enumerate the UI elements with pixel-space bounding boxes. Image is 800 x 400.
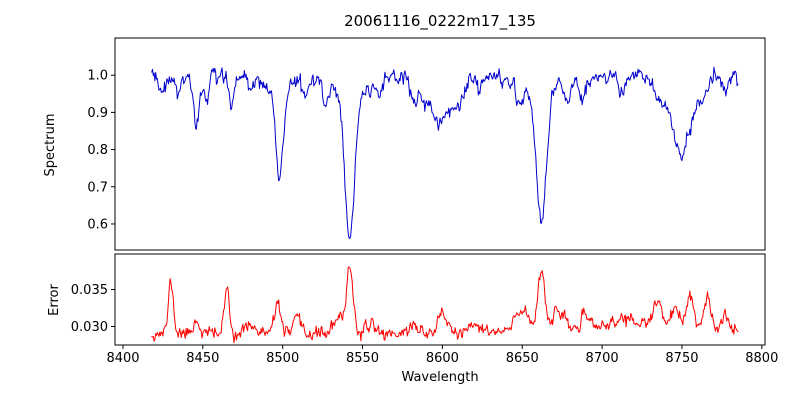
spectrum-panel-frame [114, 37, 766, 251]
error-y-axis-label: Error [47, 284, 62, 316]
svg-text:0.8: 0.8 [87, 143, 108, 158]
svg-text:8400: 8400 [106, 351, 139, 366]
svg-text:8600: 8600 [426, 351, 459, 366]
error-panel-frame [114, 253, 766, 346]
svg-text:0.035: 0.035 [71, 283, 108, 298]
svg-text:0.9: 0.9 [87, 106, 108, 121]
error-line [151, 266, 739, 344]
x-axis-label: Wavelength [401, 370, 478, 385]
svg-text:8550: 8550 [346, 351, 379, 366]
spectrum-axis-ticks: 0.6 0.7 0.8 0.9 1.0 [87, 69, 115, 232]
spectrum-y-axis-label: Spectrum [43, 114, 58, 177]
svg-text:1.0: 1.0 [87, 69, 108, 84]
svg-text:8650: 8650 [506, 351, 539, 366]
spectrum-line [151, 66, 739, 239]
svg-text:8800: 8800 [745, 351, 778, 366]
svg-text:0.6: 0.6 [87, 217, 108, 232]
error-axis-ticks: 0.030 0.035 8400 8450 8500 8550 8600 8650 8700 87… [71, 283, 779, 366]
svg-text:0.030: 0.030 [71, 320, 108, 335]
chart-title: 20061116_0222m17_135 [344, 12, 536, 31]
svg-text:0.7: 0.7 [87, 180, 108, 195]
svg-text:8700: 8700 [586, 351, 619, 366]
svg-text:8750: 8750 [665, 351, 698, 366]
svg-text:8500: 8500 [266, 351, 299, 366]
svg-text:8450: 8450 [186, 351, 219, 366]
